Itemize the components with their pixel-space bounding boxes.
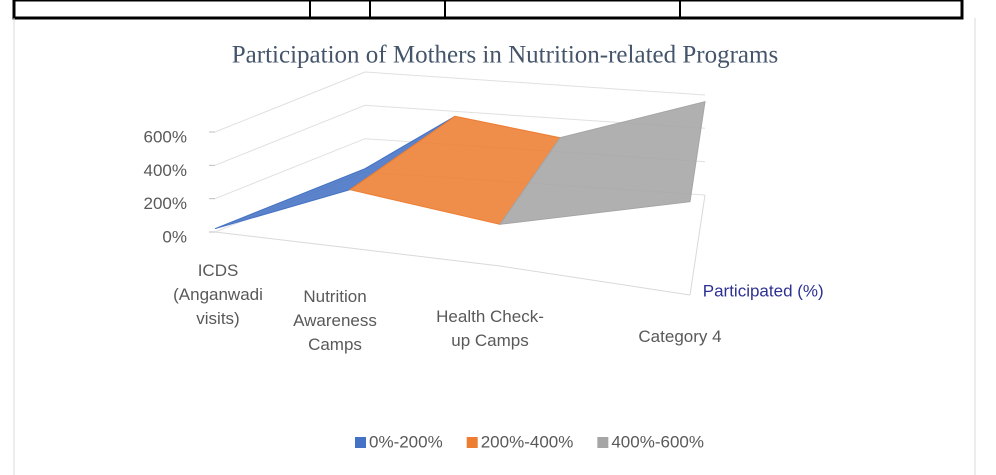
floor-edge <box>214 231 691 296</box>
label-line: ICDS <box>198 261 239 280</box>
legend-swatch <box>466 437 478 448</box>
floor-side <box>689 194 706 296</box>
z-tick-label: 400% <box>144 161 187 180</box>
legend-label: 0%-200% <box>369 432 443 451</box>
series-label: Participated (%) <box>703 281 824 300</box>
label-line: Nutrition <box>303 287 366 306</box>
chart-title: Participation of Mothers in Nutrition-re… <box>232 42 778 69</box>
z-tick-label: 600% <box>144 127 187 146</box>
table-edge <box>12 0 964 20</box>
grid-line <box>214 104 706 166</box>
surface-patch <box>498 101 706 225</box>
label-line: Health Check- <box>436 307 544 326</box>
legend-label: 200%-400% <box>481 432 574 451</box>
label-line: Camps <box>308 335 362 354</box>
x-tick-label: Health Check-up Camps <box>436 307 544 350</box>
z-tick-label: 200% <box>144 194 187 213</box>
table-dividers <box>309 0 681 18</box>
z-tick-label: 0% <box>162 227 187 246</box>
label-line: (Anganwadi <box>173 285 263 304</box>
label-line: up Camps <box>451 331 528 350</box>
label-line: Awareness <box>293 311 377 330</box>
x-tick-label: Nutrition Awareness Camps <box>293 287 377 354</box>
legend-label: 400%-600% <box>611 432 704 451</box>
grid-line <box>214 71 706 133</box>
label-line: Category 4 <box>638 327 721 346</box>
legend-swatch <box>355 437 366 448</box>
x-tick-label: Category 4 <box>638 327 721 346</box>
legend-swatch <box>597 437 609 448</box>
label-line: visits) <box>196 309 239 328</box>
x-tick-label: ICDS (Anganwadi visits) <box>173 261 263 328</box>
